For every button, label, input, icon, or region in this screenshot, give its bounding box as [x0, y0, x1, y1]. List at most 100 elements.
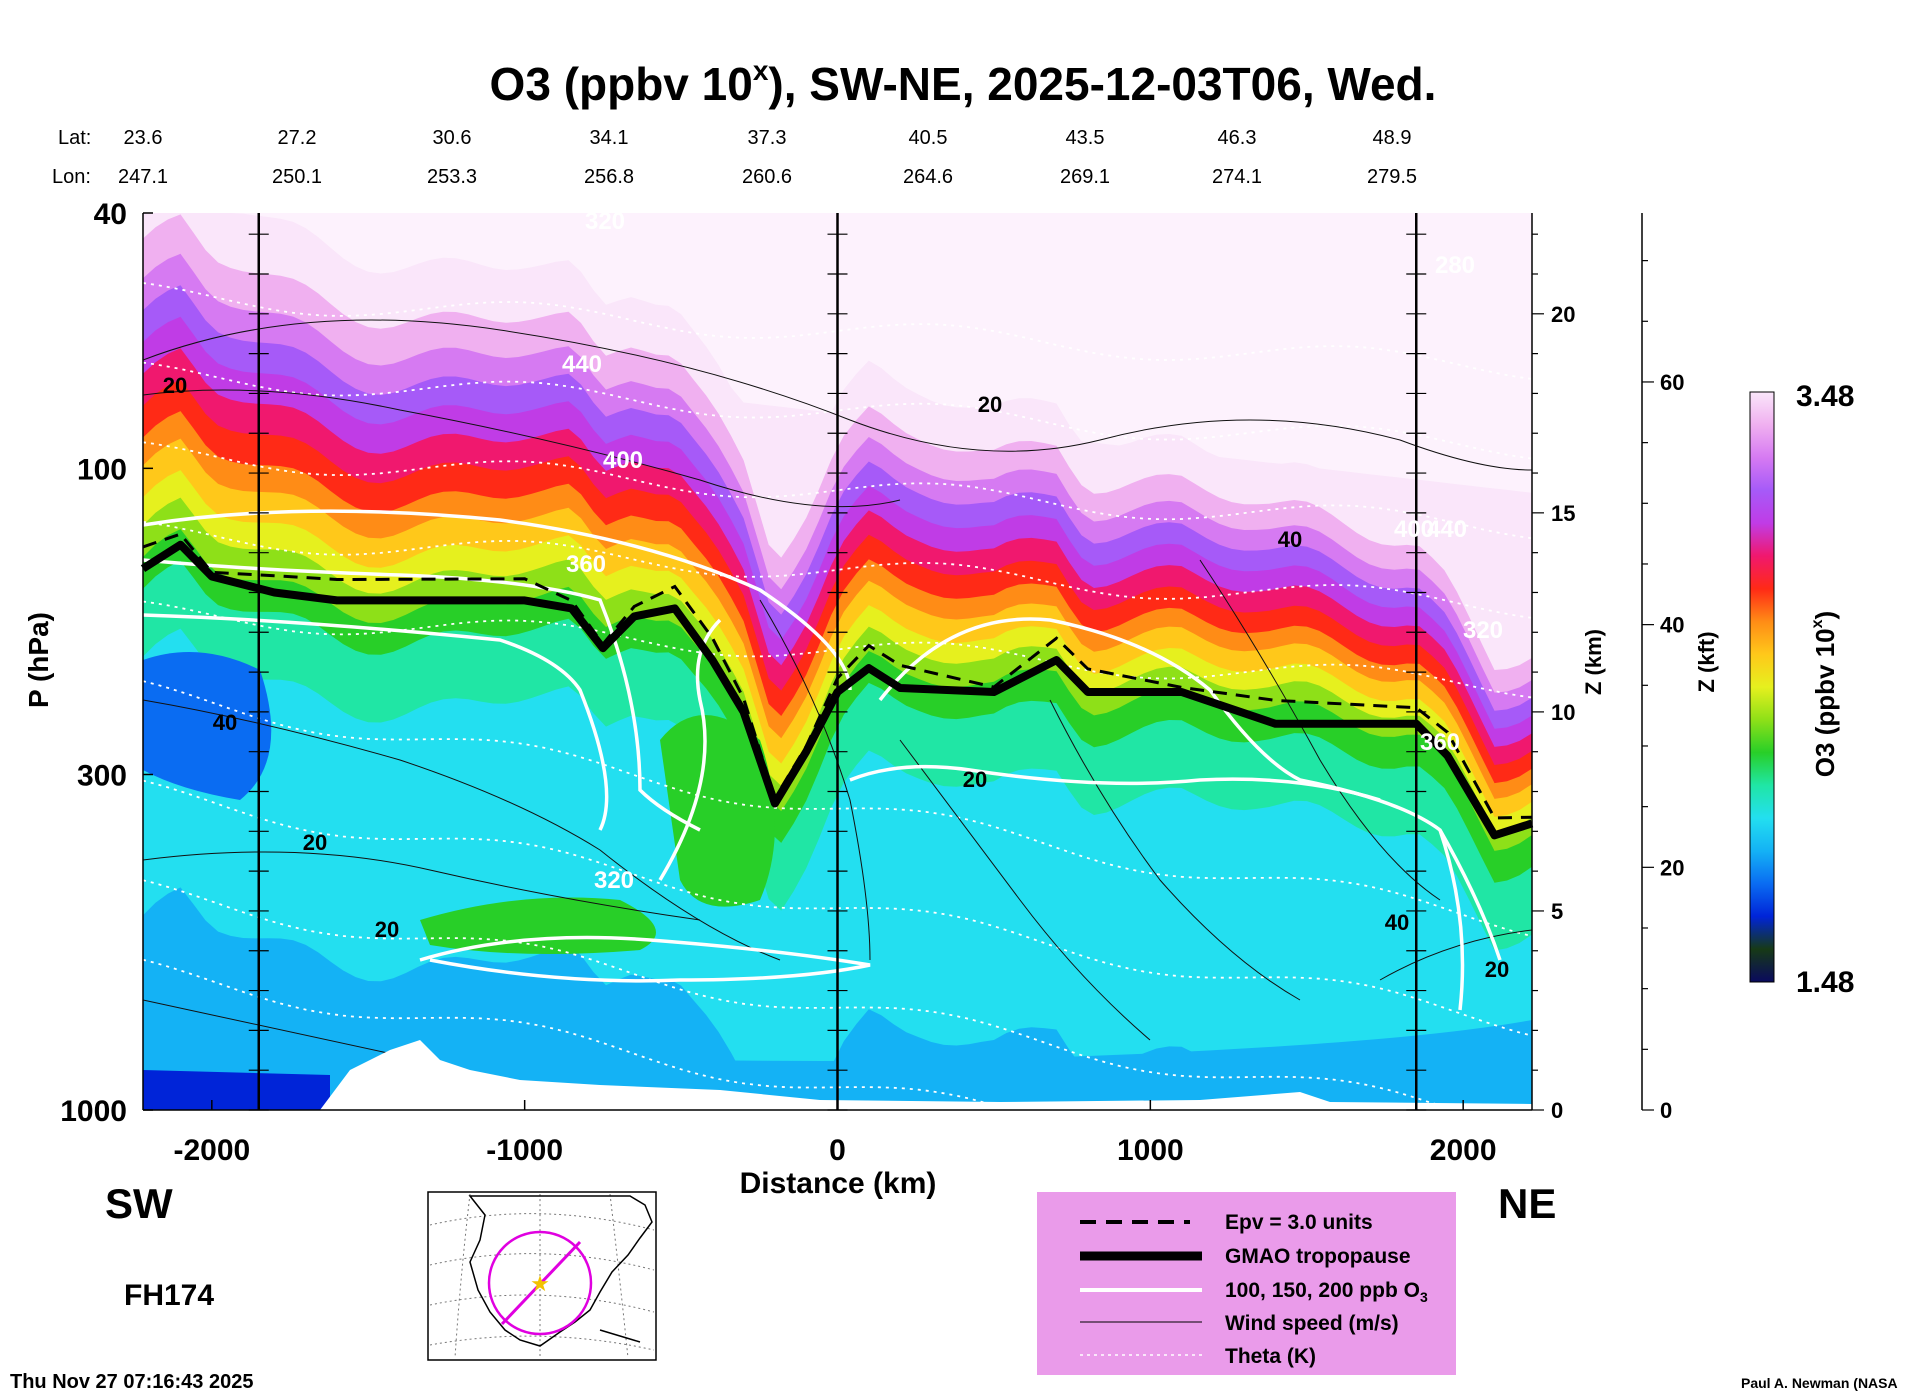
legend: Epv = 3.0 units GMAO tropopause 100, 150…: [1037, 1192, 1456, 1375]
y-tick-label: 300: [77, 759, 127, 792]
theta-contour-label: 440: [1427, 516, 1467, 543]
low-ozone-patch: [143, 652, 272, 800]
legend-label-epv: Epv = 3.0 units: [1225, 1211, 1373, 1234]
lon-tick-label: 274.1: [1212, 166, 1262, 188]
title-sup: x: [753, 55, 769, 86]
colorbar-title: O3 (ppbv 10x): [1809, 611, 1840, 777]
theta-contour-label: 320: [594, 867, 634, 894]
x-axis-label: Distance (km): [740, 1167, 937, 1200]
terrain-mask: [320, 1040, 1532, 1110]
lon-tick-label: 279.5: [1367, 166, 1417, 188]
wind-contour-label: 40: [1278, 527, 1302, 552]
lat-tick-label: 37.3: [748, 127, 787, 149]
timestamp: Thu Nov 27 07:16:43 2025: [10, 1371, 253, 1393]
wind-speed-contour: [143, 851, 701, 921]
ozone-contour: [1438, 829, 1465, 1011]
ozone-contour: [143, 558, 701, 832]
lon-tick-label: 260.6: [742, 166, 792, 188]
colorbar-title-close: ): [1810, 611, 1840, 620]
lat-tick-label: 40.5: [909, 127, 948, 149]
theta-contour: [143, 521, 1532, 619]
lat-tick-label: 34.1: [590, 127, 629, 149]
z-kft-label: Z (kft): [1694, 631, 1719, 692]
z-km-tick-label: 0: [1551, 1098, 1563, 1123]
wind-speed-contour: [1379, 929, 1532, 981]
theta-contour-label: 320: [585, 208, 625, 235]
wind-contour-label: 40: [1385, 910, 1409, 935]
wind-speed-contour: [1199, 559, 1441, 901]
map-center-star: ★: [530, 1271, 550, 1296]
lat-label: Lat:: [58, 127, 91, 149]
lat-lon-ticks: 23.6 27.2 30.6 34.1 37.3 40.5 43.5 46.3 48.9 247.…: [118, 127, 1417, 188]
x-tick-label: 2000: [1430, 1134, 1497, 1167]
theta-contour-label: 400: [603, 447, 643, 474]
chart-title: O3 (ppbv 10x), SW-NE, 2025-12-03T06, Wed…: [490, 55, 1437, 110]
map-graticule: [429, 1193, 655, 1359]
lat-tick-label: 23.6: [124, 127, 163, 149]
wind-contour-label: 20: [963, 767, 987, 792]
lat-tick-label: 46.3: [1218, 127, 1257, 149]
z-km-tick-label: 20: [1551, 302, 1575, 327]
theta-contour-label: 400: [1394, 516, 1434, 543]
direction-sw: SW: [105, 1180, 173, 1227]
credit-text: Paul A. Newman (NASA: [1741, 1375, 1898, 1391]
z-kft-tick-label: 0: [1660, 1098, 1672, 1123]
gmao-tropopause-line: [140, 540, 1534, 840]
legend-label-ozone-sub: 3: [1420, 1289, 1428, 1305]
colorbar-title-sup: x: [1809, 619, 1826, 628]
lon-tick-label: 256.8: [584, 166, 634, 188]
lat-tick-label: 43.5: [1066, 127, 1105, 149]
wind-contour-label: 20: [978, 392, 1002, 417]
wind-contour-label: 20: [1485, 957, 1509, 982]
x-axis: -2000 -1000 0 1000 2000: [173, 1100, 1497, 1167]
wind-contour-label: 20: [375, 917, 399, 942]
wind-speed-contour: [143, 389, 901, 508]
tropopause-layer: [140, 532, 1534, 840]
z-kft-tick-label: 60: [1660, 370, 1684, 395]
forecast-hour: FH174: [124, 1279, 214, 1312]
ozone-contour: [849, 764, 1381, 802]
legend-label-ozone: 100, 150, 200 ppb O3: [1225, 1279, 1428, 1305]
y-axis: 40 100 300 1000: [60, 198, 153, 1128]
ozone-contour: [419, 935, 871, 983]
wind-contour-label: 20: [163, 373, 187, 398]
section-lines: [248, 213, 1427, 1111]
theta-contour: [143, 282, 1532, 380]
legend-label-tropopause: GMAO tropopause: [1225, 1245, 1411, 1268]
legend-label-theta: Theta (K): [1225, 1345, 1316, 1368]
theta-contour-label: 440: [562, 351, 602, 378]
wind-speed-contour: [143, 699, 781, 961]
z-km-tick-label: 5: [1551, 899, 1563, 924]
lat-tick-label: 27.2: [278, 127, 317, 149]
z-km-axis: 20 15 10 5 0: [1532, 233, 1575, 1123]
z-kft-tick-label: 40: [1660, 613, 1684, 638]
lon-tick-label: 269.1: [1060, 166, 1110, 188]
map-section-line: [500, 1240, 582, 1326]
z-kft-tick-label: 20: [1660, 855, 1684, 880]
z-km-tick-label: 10: [1551, 700, 1575, 725]
colorbar-min-label: 1.48: [1796, 966, 1854, 999]
map-radius-circle: [487, 1230, 593, 1336]
colorbar-title-main: O3 (ppbv 10: [1810, 628, 1840, 777]
theta-contour-label: 320: [1463, 617, 1503, 644]
lon-tick-label: 253.3: [427, 166, 477, 188]
wind-speed-contour: [143, 319, 1532, 471]
locator-map: ★: [427, 1191, 657, 1361]
y-tick-label: 1000: [60, 1095, 127, 1128]
x-tick-label: 1000: [1117, 1134, 1184, 1167]
title-main: O3 (ppbv 10: [490, 58, 753, 110]
ozone-contour: [143, 509, 852, 691]
terrain-shape: [320, 1040, 1532, 1110]
z-km-tick-label: 15: [1551, 501, 1575, 526]
lon-tick-label: 250.1: [272, 166, 322, 188]
map-frame: [427, 1191, 657, 1361]
x-tick-label: 0: [829, 1134, 846, 1167]
ozone-intrusion: [660, 715, 775, 907]
legend-label-wind: Wind speed (m/s): [1225, 1312, 1399, 1335]
wind-contour-label: 40: [213, 710, 237, 735]
colorbar-max-label: 3.48: [1796, 380, 1854, 413]
x-tick-label: -1000: [486, 1134, 563, 1167]
y-tick-label: 40: [94, 198, 127, 231]
epv-line: [142, 532, 1533, 820]
